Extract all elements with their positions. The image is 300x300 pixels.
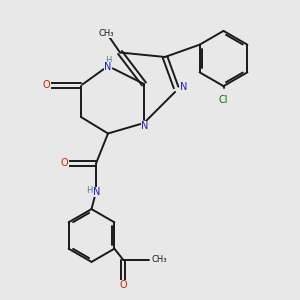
- Text: CH₃: CH₃: [152, 255, 167, 264]
- Text: CH₃: CH₃: [99, 28, 114, 38]
- Text: N: N: [141, 121, 148, 131]
- Text: O: O: [119, 280, 127, 290]
- Text: Cl: Cl: [219, 94, 228, 105]
- Text: O: O: [43, 80, 50, 91]
- Text: H: H: [105, 56, 111, 65]
- Text: N: N: [180, 82, 188, 92]
- Text: O: O: [61, 158, 68, 169]
- Text: N: N: [93, 187, 100, 197]
- Text: H: H: [86, 186, 93, 195]
- Text: N: N: [104, 62, 112, 73]
